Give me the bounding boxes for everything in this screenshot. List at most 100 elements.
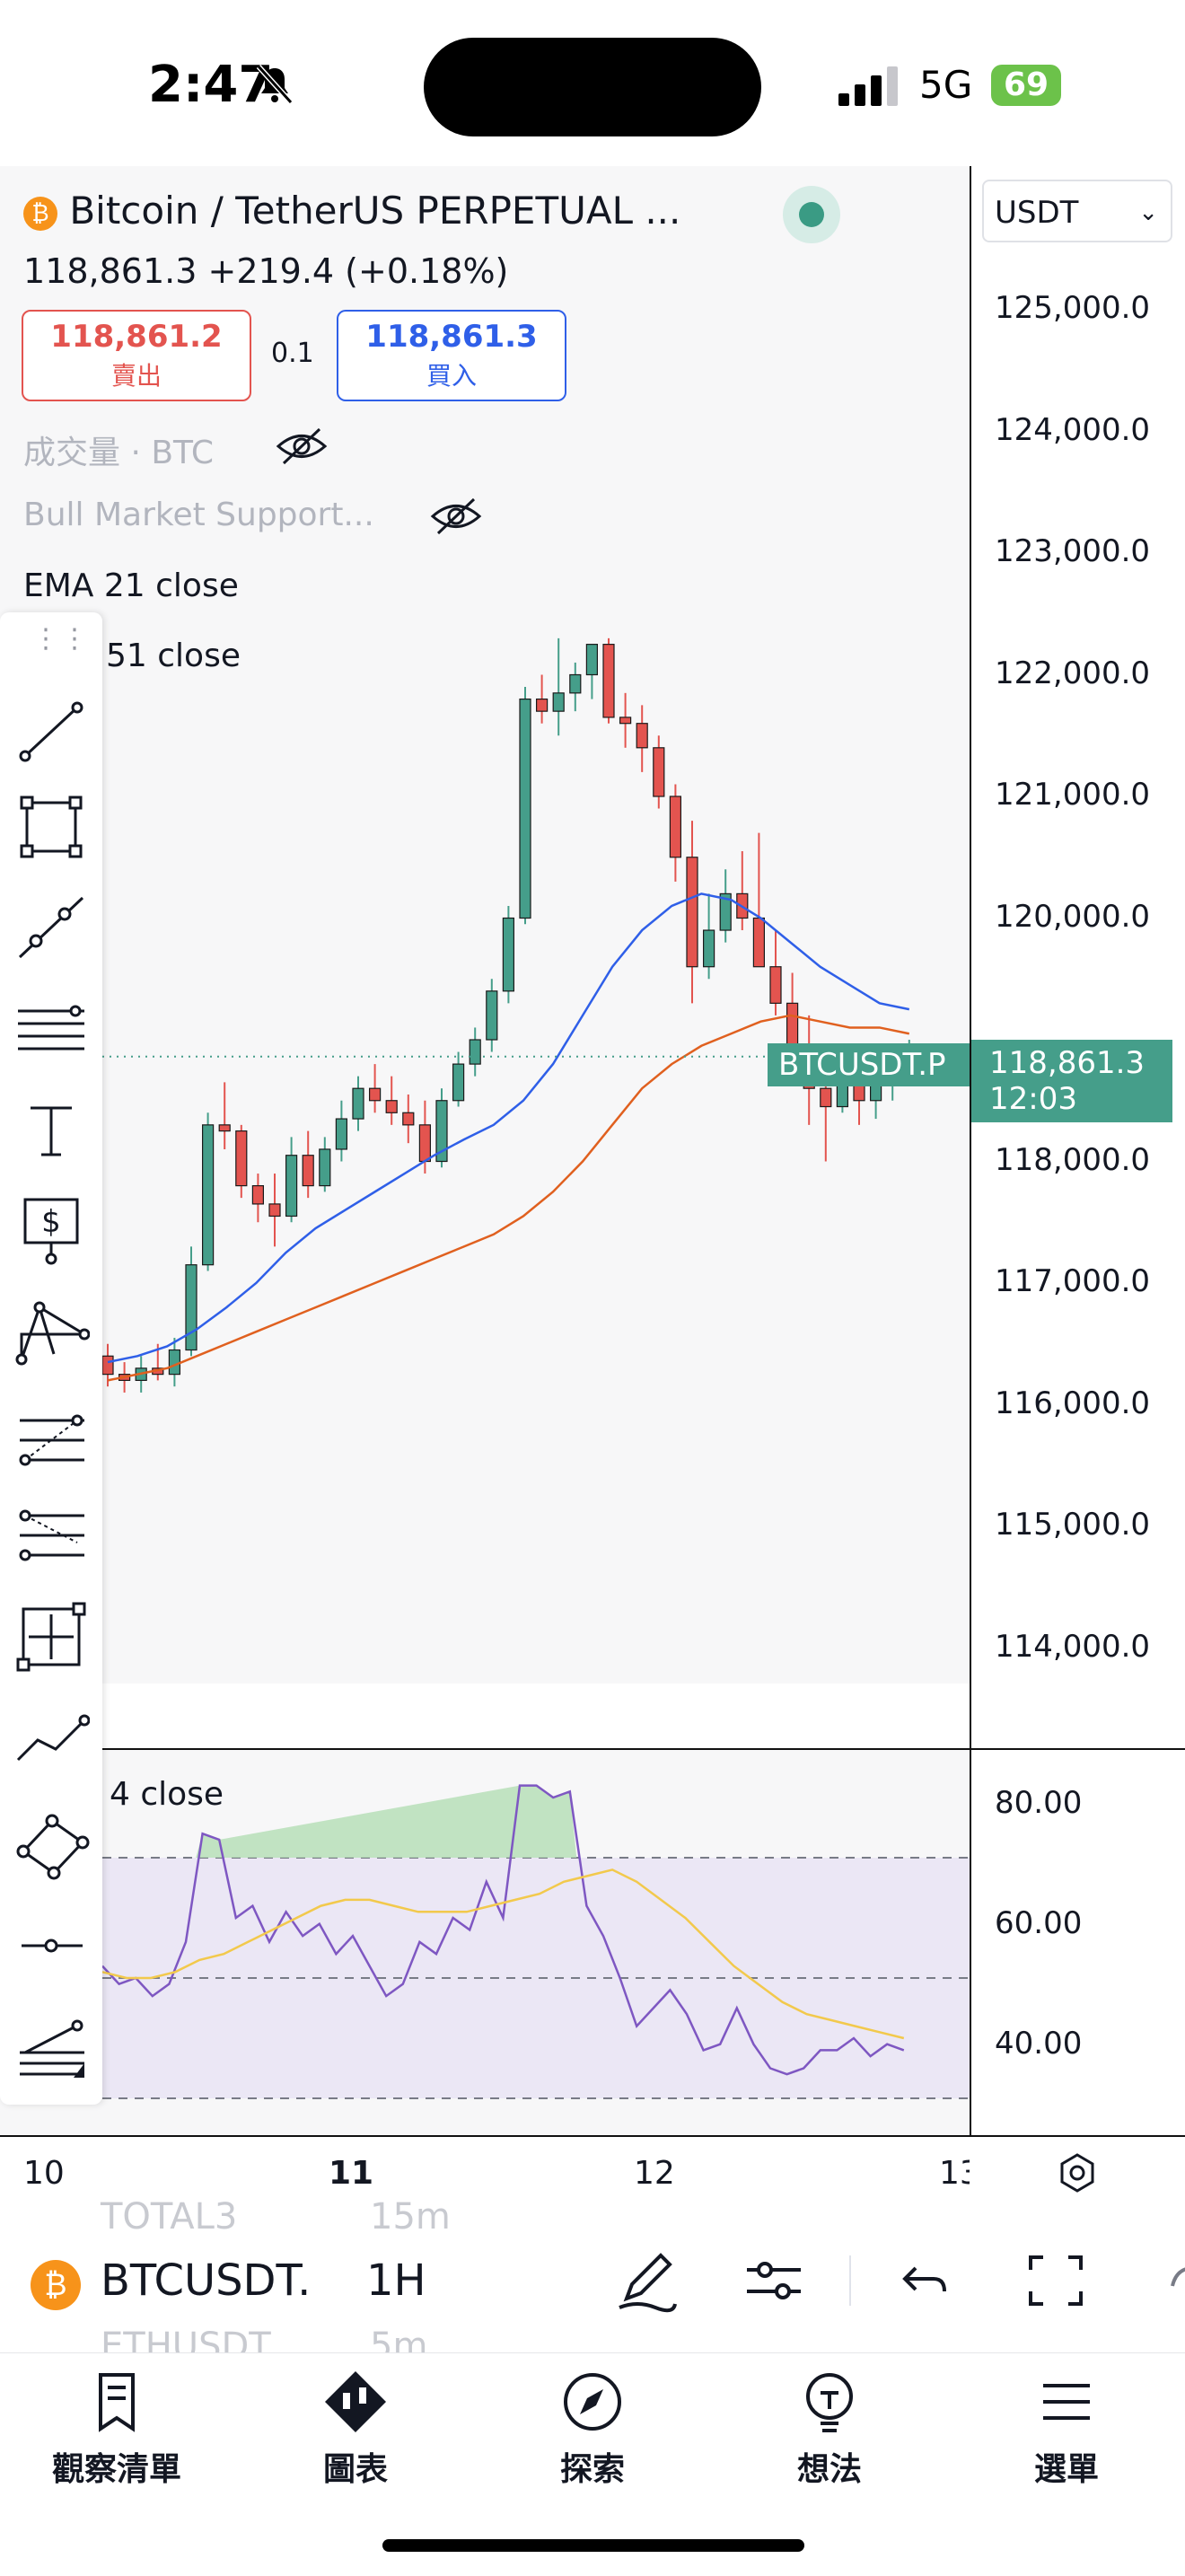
candle-body: [469, 1039, 481, 1065]
spread-value: 0.1: [271, 338, 314, 369]
network-type: 5G: [919, 63, 973, 107]
rectangle-icon[interactable]: [13, 788, 90, 866]
price-tick: 116,000.0: [995, 1385, 1151, 1421]
price-label-icon[interactable]: $: [13, 1191, 90, 1268]
ray-icon[interactable]: [13, 889, 90, 966]
candle-body: [619, 717, 632, 725]
ema-line: [107, 892, 910, 1364]
chart-settings-icon[interactable]: [1056, 2151, 1099, 2198]
candle-body: [319, 1148, 331, 1187]
parallel-lines-icon[interactable]: [13, 988, 90, 1065]
tab-ideas-label: 想法: [796, 2451, 862, 2488]
tab-watchlist[interactable]: 觀察清單: [27, 2366, 206, 2490]
current-price-tag: 118,861.3 12:03: [971, 1040, 1172, 1122]
symbol-title[interactable]: ₿ Bitcoin / TetherUS PERPETUAL ...: [23, 189, 680, 242]
candle-body: [602, 644, 615, 718]
tab-ideas[interactable]: 想法: [740, 2366, 919, 2490]
toolbar-separator: [849, 2255, 851, 2306]
forecast-icon[interactable]: [13, 1701, 91, 1778]
ghost-symbol-above: TOTAL3: [101, 2196, 238, 2238]
symbol-picker[interactable]: BTCUSDT.: [101, 2255, 312, 2306]
horizontal-ray-icon[interactable]: [13, 1907, 90, 1984]
fullscreen-icon[interactable]: [1020, 2245, 1092, 2320]
bitcoin-icon: ₿: [31, 2260, 81, 2310]
sell-price: 118,861.2: [50, 319, 223, 355]
candlestick-chart[interactable]: [0, 166, 970, 1684]
status-bar: 2:47 5G 69: [0, 0, 1185, 166]
chart-pane[interactable]: [0, 166, 970, 1684]
time-divider: [0, 2135, 1185, 2137]
candle-body: [519, 698, 531, 919]
indicator-bull-market[interactable]: Bull Market Support...: [23, 497, 374, 533]
rsi-line: [101, 1868, 905, 2040]
text-tool-icon[interactable]: [13, 1092, 90, 1169]
undo-icon[interactable]: [889, 2245, 961, 2320]
tab-menu[interactable]: 選單: [977, 2366, 1156, 2490]
buy-button[interactable]: 118,861.3 買入: [337, 310, 566, 401]
dynamic-island: [424, 38, 761, 136]
sell-button[interactable]: 118,861.2 賣出: [22, 310, 251, 401]
candle-body: [486, 990, 498, 1041]
more-tools-icon[interactable]: [13, 2008, 90, 2085]
candle-body: [535, 698, 549, 712]
time-tick-11: 11: [329, 2155, 374, 2192]
candle-body: [786, 1002, 799, 1047]
market-open-icon[interactable]: [783, 186, 840, 243]
time-axis[interactable]: [0, 2137, 1185, 2209]
tab-explore[interactable]: 探索: [503, 2366, 682, 2490]
candle-body: [101, 1355, 114, 1376]
path-icon[interactable]: [13, 1807, 90, 1884]
indicator-bull-market-label: Bull Market Support...: [23, 497, 374, 533]
bell-muted-icon: [253, 63, 296, 116]
currency-select[interactable]: USDT ⌄: [982, 180, 1172, 242]
candle-body: [251, 1184, 264, 1205]
svg-text:$: $: [41, 1204, 61, 1240]
sell-label: 賣出: [110, 361, 162, 391]
eye-hidden-icon[interactable]: [429, 494, 483, 542]
watchlist-icon: [81, 2366, 153, 2438]
fib-retracement-icon[interactable]: [13, 1401, 90, 1478]
rsi-line: [101, 1784, 905, 2076]
price-tick: 120,000.0: [995, 898, 1151, 935]
indicator-volume[interactable]: 成交量 · BTC: [23, 426, 214, 473]
candle-body: [719, 892, 732, 931]
indicator-ema51[interactable]: 51 close: [106, 637, 241, 674]
toolbar-grip-icon[interactable]: ⋮⋮: [32, 623, 90, 655]
rsi-tick-60: 60.00: [995, 1905, 1083, 1941]
candle-body: [218, 1124, 231, 1132]
pattern-icon[interactable]: [13, 1295, 91, 1372]
rsi-chart[interactable]: [0, 1750, 970, 2135]
candle-body: [302, 1155, 314, 1187]
measure-icon[interactable]: [13, 1598, 90, 1675]
candle-body: [585, 644, 599, 676]
eye-hidden-icon[interactable]: [275, 424, 329, 472]
pane-divider[interactable]: [0, 1748, 1185, 1750]
rsi-axis[interactable]: [971, 1750, 1185, 2135]
rsi-indicator-label[interactable]: 4 close: [110, 1776, 224, 1813]
idea-icon: [794, 2366, 865, 2438]
candle-body: [636, 723, 648, 749]
indicator-ema21[interactable]: EMA 21 close: [23, 567, 239, 604]
battery-indicator: 69: [991, 65, 1061, 106]
candle-body: [653, 747, 665, 797]
trend-line-icon[interactable]: [13, 693, 90, 770]
candle-body: [185, 1264, 198, 1351]
interval-picker[interactable]: 1H: [366, 2255, 426, 2306]
draw-pen-icon[interactable]: [610, 2245, 682, 2320]
price-tick: 121,000.0: [995, 777, 1151, 813]
price-axis[interactable]: [971, 166, 1185, 1684]
tab-chart[interactable]: 圖表: [266, 2366, 445, 2490]
candle-body: [686, 857, 698, 968]
rsi-pane[interactable]: [0, 1750, 970, 2135]
tab-watchlist-label: 觀察清單: [51, 2451, 181, 2488]
home-indicator[interactable]: [382, 2539, 804, 2552]
fib-extension-icon[interactable]: [13, 1496, 90, 1573]
candle-body: [402, 1112, 415, 1126]
indicator-settings-icon[interactable]: [738, 2245, 810, 2320]
tab-chart-label: 圖表: [322, 2451, 388, 2488]
candle-body: [418, 1124, 431, 1163]
candle-body: [569, 673, 582, 694]
more-actions-icon[interactable]: [1163, 2250, 1185, 2308]
compass-icon: [557, 2366, 628, 2438]
candle-body: [669, 796, 682, 858]
